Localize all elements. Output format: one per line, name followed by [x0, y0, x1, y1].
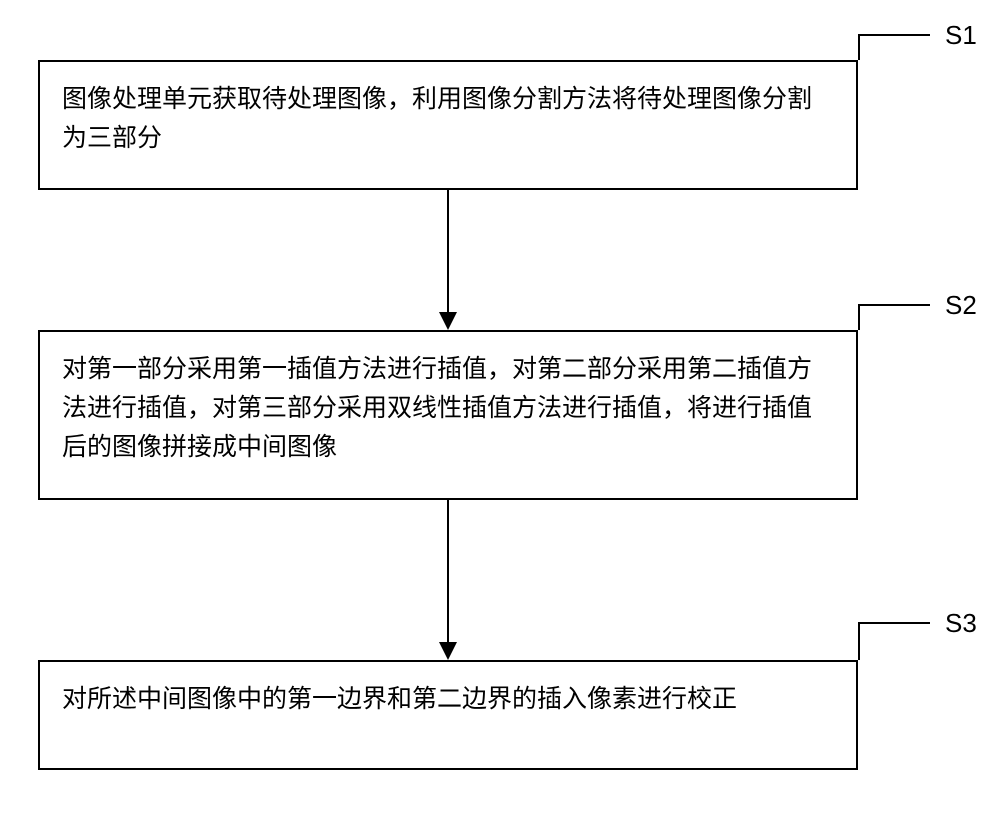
arrow-head-0: [439, 312, 457, 330]
flowchart-canvas: 图像处理单元获取待处理图像，利用图像分割方法将待处理图像分割为三部分 S1 对第一部…: [0, 0, 1000, 819]
callout-horz-s3: [858, 622, 930, 624]
step-label-s1: S1: [945, 20, 977, 51]
step-text-s3: 对所述中间图像中的第一边界和第二边界的插入像素进行校正: [62, 685, 737, 713]
callout-horz-s1: [858, 34, 930, 36]
callout-horz-s2: [858, 304, 930, 306]
callout-vert-s1: [858, 34, 860, 60]
arrow-line-0: [447, 190, 449, 314]
step-label-s3: S3: [945, 608, 977, 639]
step-box-s1: 图像处理单元获取待处理图像，利用图像分割方法将待处理图像分割为三部分: [38, 60, 858, 190]
callout-vert-s3: [858, 622, 860, 660]
arrow-line-1: [447, 500, 449, 644]
arrow-head-1: [439, 642, 457, 660]
step-box-s2: 对第一部分采用第一插值方法进行插值，对第二部分采用第二插值方法进行插值，对第三部…: [38, 330, 858, 500]
step-text-s1: 图像处理单元获取待处理图像，利用图像分割方法将待处理图像分割为三部分: [62, 85, 812, 152]
step-box-s3: 对所述中间图像中的第一边界和第二边界的插入像素进行校正: [38, 660, 858, 770]
callout-vert-s2: [858, 304, 860, 330]
step-label-s2: S2: [945, 290, 977, 321]
step-text-s2: 对第一部分采用第一插值方法进行插值，对第二部分采用第二插值方法进行插值，对第三部…: [62, 355, 812, 461]
